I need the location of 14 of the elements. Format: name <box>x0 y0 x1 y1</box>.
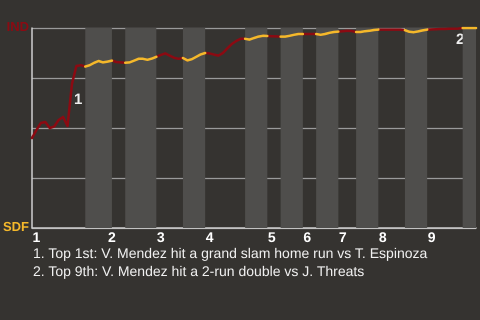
x-tick-label: 7 <box>338 229 347 245</box>
x-tick-label: 8 <box>378 229 387 245</box>
x-tick-label: 3 <box>156 229 165 245</box>
x-tick-label: 5 <box>268 229 276 245</box>
x-tick-label: 6 <box>303 229 312 245</box>
text: 2. Top 9th: V. Mendez hit a 2-run double vs J. Threats <box>33 263 364 279</box>
x-tick-label: 2 <box>108 229 116 245</box>
text: IND <box>6 19 29 34</box>
annotation: 1 <box>74 91 82 108</box>
x-tick-label: 1 <box>32 229 41 245</box>
text: SDF <box>3 219 30 234</box>
text: 1. Top 1st: V. Mendez hit a grand slam home run vs T. Espinoza <box>33 245 428 261</box>
x-tick-label: 9 <box>428 229 436 245</box>
x-tick-label: 4 <box>206 229 214 245</box>
